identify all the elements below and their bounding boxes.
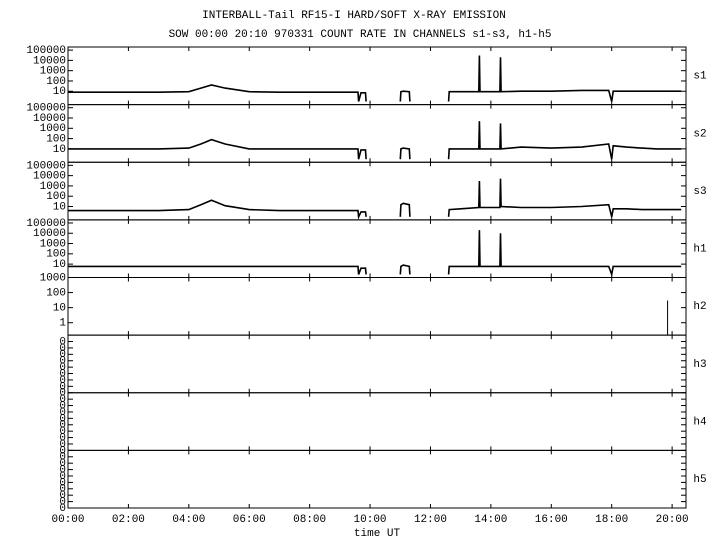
x-tick-label: 02:00	[112, 514, 145, 526]
data-line	[68, 178, 682, 220]
y-tick-label: 10000	[33, 113, 66, 125]
x-tick-label: 14:00	[474, 514, 507, 526]
chart-subtitle: SOW 00:00 20:10 970331 COUNT RATE IN CHA…	[169, 29, 552, 41]
y-tick-label: 0	[59, 439, 66, 451]
panel-frame	[67, 449, 687, 509]
x-axis-label: time UT	[354, 528, 401, 540]
y-tick-label: 100000	[26, 45, 66, 57]
panel-label: s1	[693, 71, 707, 83]
y-tick-label: 100000	[26, 218, 66, 230]
y-tick-label: 0	[59, 432, 66, 444]
chart-title: INTERBALL-Tail RF15-I HARD/SOFT X-RAY EM…	[202, 10, 506, 22]
y-tick-label: 100	[46, 287, 66, 299]
data-line	[68, 230, 682, 278]
y-tick-label: 10	[53, 144, 66, 156]
y-tick-label: 0	[59, 503, 66, 515]
y-tick-label: 0	[59, 368, 66, 380]
panel-label: h4	[693, 416, 707, 428]
y-tick-label: 10	[53, 86, 66, 98]
panel-label: h2	[693, 301, 706, 313]
y-tick-label: 0	[59, 484, 66, 496]
y-tick-label: 10000	[33, 55, 66, 67]
y-tick-label: 10000	[33, 171, 66, 183]
y-tick-label: 1000	[40, 66, 66, 78]
x-tick-label: 08:00	[293, 514, 326, 526]
y-tick-label: 0	[59, 490, 66, 502]
y-tick-label: 0	[59, 471, 66, 483]
y-tick-label: 100	[46, 76, 66, 88]
panel-label: h5	[693, 474, 706, 486]
panel-label: s2	[693, 128, 706, 140]
y-tick-label: 0	[59, 445, 66, 457]
y-tick-label: 100	[46, 249, 66, 261]
x-tick-label: 04:00	[172, 514, 205, 526]
y-tick-label: 0	[59, 464, 66, 476]
panel-label: s3	[693, 186, 706, 198]
y-tick-label: 0	[59, 426, 66, 438]
y-tick-label: 0	[59, 349, 66, 361]
y-tick-label: 100	[46, 133, 66, 145]
y-tick-label: 0	[59, 394, 66, 406]
panel-label: h1	[693, 244, 707, 256]
x-tick-label: 06:00	[233, 514, 266, 526]
panel-label: h3	[693, 359, 706, 371]
y-tick-label: 0	[59, 497, 66, 509]
x-tick-label: 16:00	[535, 514, 568, 526]
y-tick-label: 0	[59, 381, 66, 393]
y-tick-label: 1000	[40, 123, 66, 135]
x-tick-label: 18:00	[595, 514, 628, 526]
x-tick-label: 10:00	[354, 514, 387, 526]
y-tick-label: 0	[59, 336, 66, 348]
data-line	[68, 121, 682, 160]
y-tick-label: 0	[59, 407, 66, 419]
data-line	[68, 55, 682, 102]
y-tick-label: 1000	[40, 272, 66, 284]
y-tick-label: 0	[59, 343, 66, 355]
y-tick-label: 0	[59, 458, 66, 470]
y-tick-label: 1000	[40, 181, 66, 193]
y-tick-label: 10	[53, 201, 66, 213]
y-tick-label: 0	[59, 413, 66, 425]
y-tick-label: 0	[59, 477, 66, 489]
y-tick-label: 10000	[33, 228, 66, 240]
y-tick-label: 100000	[26, 103, 66, 115]
y-tick-label: 100	[46, 191, 66, 203]
y-tick-label: 0	[59, 362, 66, 374]
x-tick-label: 00:00	[51, 514, 84, 526]
y-tick-label: 10	[53, 303, 66, 315]
y-tick-label: 10	[53, 259, 66, 271]
y-tick-label: 1000	[40, 238, 66, 250]
y-tick-label: 0	[59, 400, 66, 412]
x-tick-label: 20:00	[656, 514, 689, 526]
y-tick-label: 0	[59, 420, 66, 432]
x-tick-label: 12:00	[414, 514, 447, 526]
y-tick-label: 0	[59, 452, 66, 464]
y-tick-label: 100000	[26, 160, 66, 172]
y-tick-label: 0	[59, 356, 66, 368]
y-tick-label: 0	[59, 388, 66, 400]
y-tick-label: 1	[59, 318, 66, 330]
y-tick-label: 0	[59, 375, 66, 387]
